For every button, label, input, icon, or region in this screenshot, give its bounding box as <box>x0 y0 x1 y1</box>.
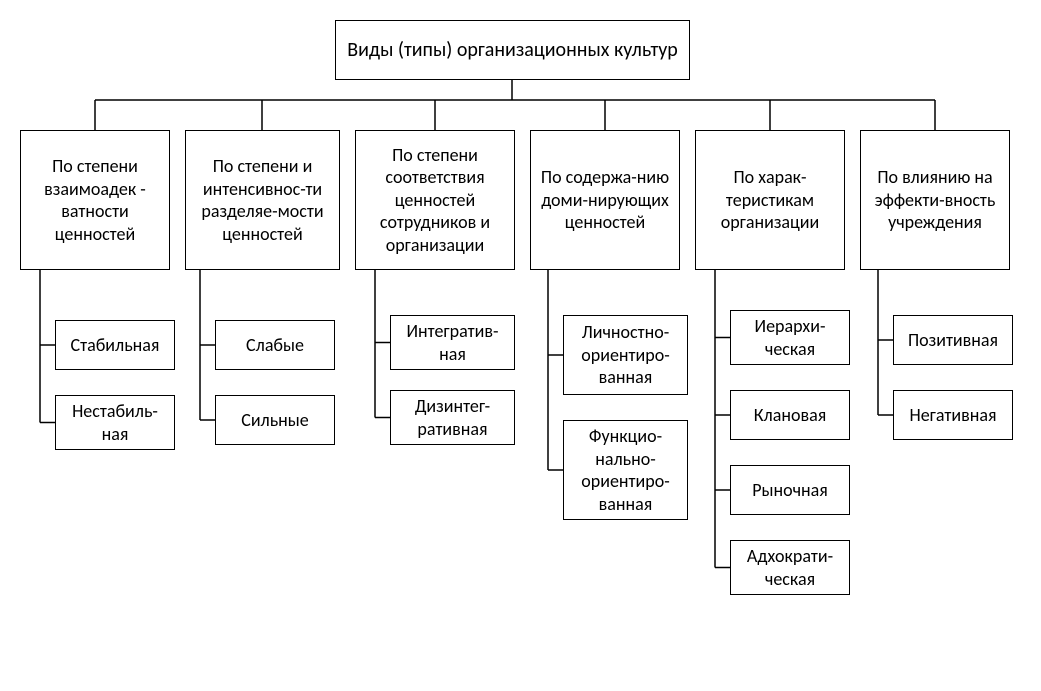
tree-leaf-node: Позитивная <box>893 315 1013 365</box>
tree-leaf-node: Иерархи-ческая <box>730 310 850 365</box>
tree-leaf-node: Сильные <box>215 395 335 445</box>
leaf-label: Функцио-нально-ориентиро-ванная <box>570 425 681 515</box>
tree-leaf-node: Клановая <box>730 390 850 440</box>
tree-leaf-node: Рыночная <box>730 465 850 515</box>
tree-leaf-node: Стабильная <box>55 320 175 370</box>
tree-leaf-node: Нестабиль-ная <box>55 395 175 450</box>
tree-root-node: Виды (типы) организационных культур <box>335 20 690 80</box>
tree-branch-node: По харак-теристикам организации <box>695 130 845 270</box>
branch-label: По харак-теристикам организации <box>702 166 838 234</box>
tree-branch-node: По влиянию на эффекти-вность учреждения <box>860 130 1010 270</box>
leaf-label: Сильные <box>241 409 309 432</box>
tree-leaf-node: Интегратив-ная <box>390 315 515 370</box>
branch-label: По содержа-нию доми-нирующих ценностей <box>537 166 673 234</box>
tree-leaf-node: Негативная <box>893 390 1013 440</box>
leaf-label: Клановая <box>754 404 826 427</box>
leaf-label: Адхократи-ческая <box>737 545 843 590</box>
tree-branch-node: По степени взаимоадек - ватности ценност… <box>20 130 170 270</box>
leaf-label: Интегратив-ная <box>397 320 508 365</box>
tree-branch-node: По степени и интенсивнос-ти разделяе-мос… <box>185 130 340 270</box>
leaf-label: Личностно-ориентиро-ванная <box>570 321 681 389</box>
leaf-label: Негативная <box>909 404 996 427</box>
leaf-label: Рыночная <box>752 479 828 502</box>
tree-leaf-node: Личностно-ориентиро-ванная <box>563 315 688 395</box>
branch-label: По степени и интенсивнос-ти разделяе-мос… <box>192 155 333 245</box>
leaf-label: Нестабиль-ная <box>62 400 168 445</box>
tree-leaf-node: Функцио-нально-ориентиро-ванная <box>563 420 688 520</box>
root-label: Виды (типы) организационных культур <box>347 38 678 63</box>
leaf-label: Стабильная <box>71 334 160 357</box>
tree-leaf-node: Адхократи-ческая <box>730 540 850 595</box>
tree-branch-node: По степени соответствия ценностей сотруд… <box>355 130 515 270</box>
tree-leaf-node: Слабые <box>215 320 335 370</box>
leaf-label: Иерархи-ческая <box>737 315 843 360</box>
branch-label: По влиянию на эффекти-вность учреждения <box>867 166 1003 234</box>
leaf-label: Дизинтег-ративная <box>397 395 508 440</box>
branch-label: По степени взаимоадек - ватности ценност… <box>27 155 163 245</box>
tree-leaf-node: Дизинтег-ративная <box>390 390 515 445</box>
tree-branch-node: По содержа-нию доми-нирующих ценностей <box>530 130 680 270</box>
leaf-label: Позитивная <box>908 329 998 352</box>
branch-label: По степени соответствия ценностей сотруд… <box>362 144 508 257</box>
leaf-label: Слабые <box>246 334 304 357</box>
